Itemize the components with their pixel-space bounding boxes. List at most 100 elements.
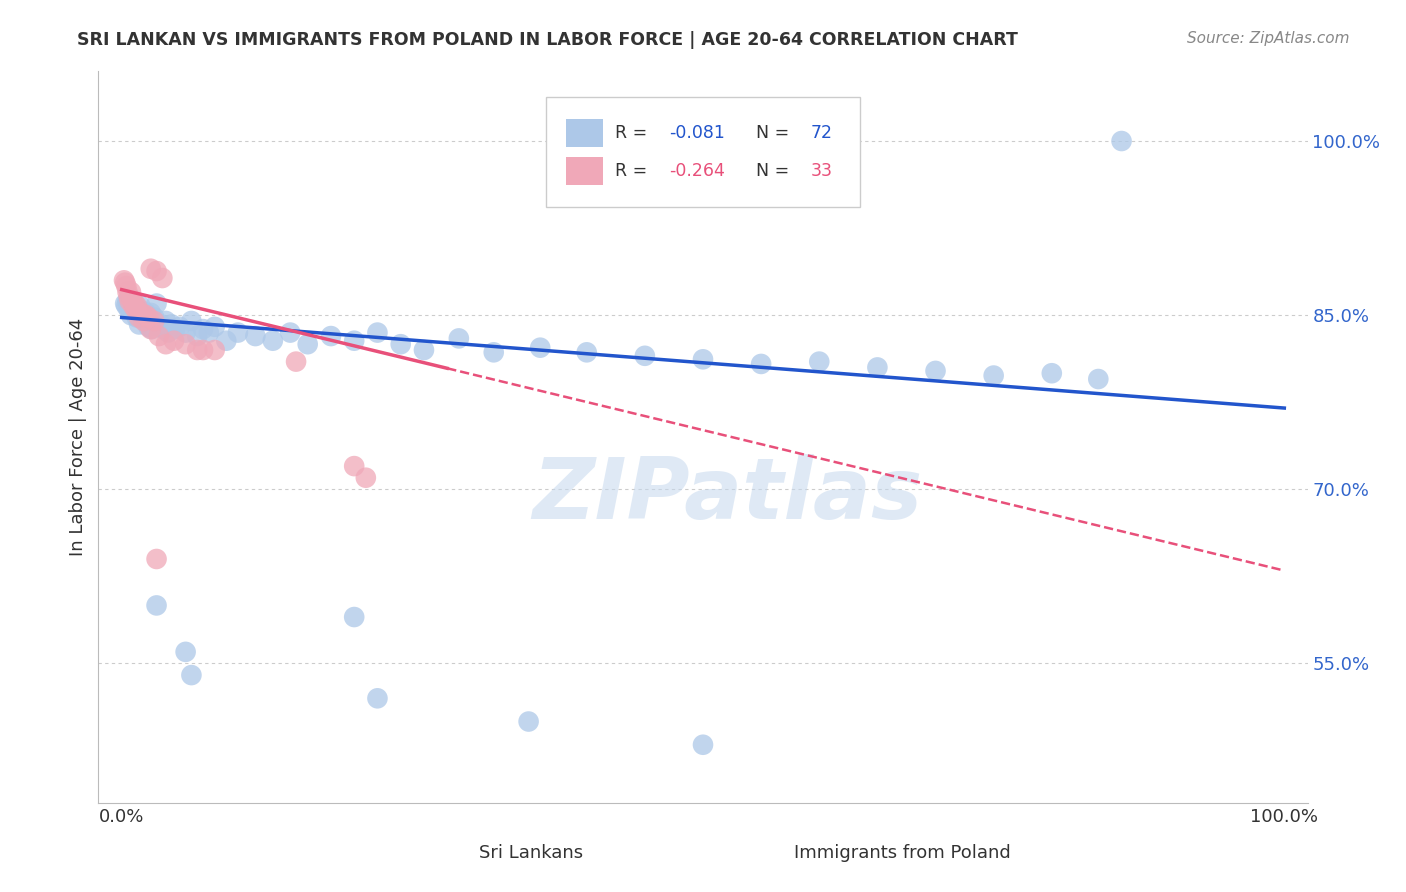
Point (278, 326, 301, 340)
Point (135, 308, 157, 322)
Point (132, 314, 155, 328)
Text: -0.081: -0.081 (669, 124, 725, 142)
Point (924, 364, 946, 378)
Point (692, 738, 714, 752)
Point (124, 296, 146, 310)
Point (118, 290, 141, 304)
Point (866, 360, 889, 375)
Text: -0.264: -0.264 (669, 161, 725, 180)
Point (143, 310, 166, 325)
Point (143, 314, 166, 328)
Point (180, 668, 202, 682)
Point (139, 306, 162, 320)
Point (131, 310, 153, 325)
Point (138, 310, 160, 325)
Bar (437, 842, 474, 863)
Point (808, 354, 831, 368)
Point (174, 645, 197, 659)
Point (131, 303, 153, 318)
Point (148, 329, 170, 343)
Point (134, 314, 156, 328)
Text: R =: R = (614, 124, 652, 142)
Point (1111, 134, 1133, 148)
Point (319, 329, 342, 343)
Point (115, 299, 138, 313)
Point (517, 714, 540, 729)
Text: 72: 72 (811, 124, 832, 142)
Point (114, 276, 136, 290)
Point (262, 334, 284, 348)
Point (204, 319, 226, 334)
Point (354, 471, 377, 485)
Bar (751, 842, 787, 863)
Text: N =: N = (745, 161, 794, 180)
Text: Immigrants from Poland: Immigrants from Poland (793, 844, 1011, 862)
Point (120, 285, 142, 299)
FancyBboxPatch shape (546, 97, 860, 207)
Point (145, 552, 167, 566)
Point (413, 343, 436, 357)
Bar (567, 157, 603, 185)
Point (343, 334, 366, 348)
Point (152, 322, 174, 336)
Point (135, 306, 157, 320)
Bar (567, 119, 603, 146)
Point (131, 306, 153, 320)
Point (186, 329, 208, 343)
Text: N =: N = (745, 124, 794, 142)
Point (285, 354, 308, 368)
Point (163, 334, 186, 348)
Point (186, 343, 208, 357)
Point (180, 314, 202, 328)
Point (117, 285, 139, 299)
Point (128, 318, 150, 332)
Point (174, 326, 197, 340)
Point (127, 306, 149, 320)
Point (155, 337, 177, 351)
Point (215, 334, 238, 348)
Point (174, 337, 197, 351)
Point (128, 310, 150, 325)
Y-axis label: In Labor Force | Age 20-64: In Labor Force | Age 20-64 (69, 318, 87, 557)
Point (125, 299, 148, 313)
Text: R =: R = (614, 161, 652, 180)
Point (150, 271, 173, 285)
Point (129, 299, 152, 313)
Point (366, 691, 388, 706)
Point (447, 331, 470, 345)
Point (226, 326, 249, 340)
Point (114, 296, 136, 310)
Point (145, 296, 167, 310)
Point (157, 326, 180, 340)
Point (141, 322, 163, 336)
Point (118, 302, 141, 317)
Point (575, 345, 598, 359)
Point (169, 319, 191, 334)
Point (150, 318, 173, 332)
Point (139, 261, 162, 276)
Text: Sri Lankans: Sri Lankans (479, 844, 583, 862)
Point (138, 310, 160, 325)
Point (118, 291, 141, 305)
Point (124, 296, 146, 310)
Point (122, 299, 145, 313)
Point (245, 329, 267, 343)
Point (145, 264, 167, 278)
Point (136, 313, 159, 327)
Point (145, 599, 167, 613)
Point (139, 322, 162, 336)
Text: ZIPatlas: ZIPatlas (531, 454, 922, 537)
Point (749, 357, 772, 371)
Point (124, 302, 146, 317)
Point (692, 352, 714, 367)
Point (121, 293, 143, 307)
Text: Source: ZipAtlas.com: Source: ZipAtlas.com (1187, 31, 1350, 46)
Point (343, 610, 366, 624)
Point (148, 319, 170, 334)
Point (529, 341, 551, 355)
Point (297, 337, 319, 351)
Point (125, 310, 148, 325)
Point (389, 337, 412, 351)
Point (482, 345, 505, 359)
Point (122, 304, 145, 318)
